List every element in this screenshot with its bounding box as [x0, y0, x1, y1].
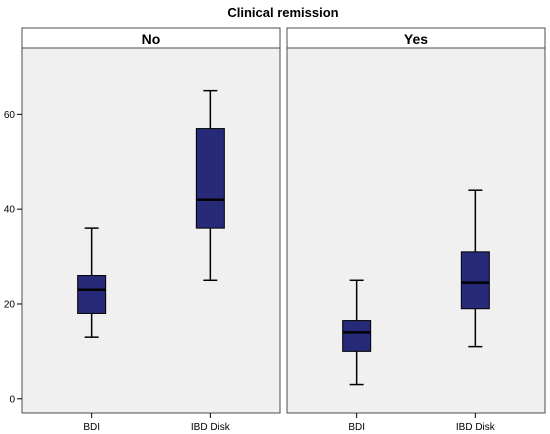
p0-b0-box	[77, 275, 107, 314]
y-tick-label-0: 0	[9, 394, 15, 405]
chart-title: Clinical remission	[227, 5, 338, 20]
p1-b0-box	[342, 320, 372, 352]
panel-title-0: No	[142, 31, 161, 47]
p0-b0-category-label: BDI	[83, 422, 100, 433]
y-tick-label-3: 60	[4, 110, 16, 121]
panel-plot-area-1	[286, 47, 546, 414]
p1-b0-category-label: BDI	[348, 422, 365, 433]
p1-b1-box	[460, 251, 490, 310]
p1-b1-category-label: IBD Disk	[456, 422, 496, 433]
p0-b1-box	[195, 128, 225, 229]
panel-plot-area-0	[21, 47, 281, 414]
panel-title-1: Yes	[404, 31, 428, 47]
y-tick-label-2: 40	[4, 205, 16, 216]
p0-b1-category-label: IBD Disk	[191, 422, 231, 433]
y-tick-label-1: 20	[4, 299, 16, 310]
